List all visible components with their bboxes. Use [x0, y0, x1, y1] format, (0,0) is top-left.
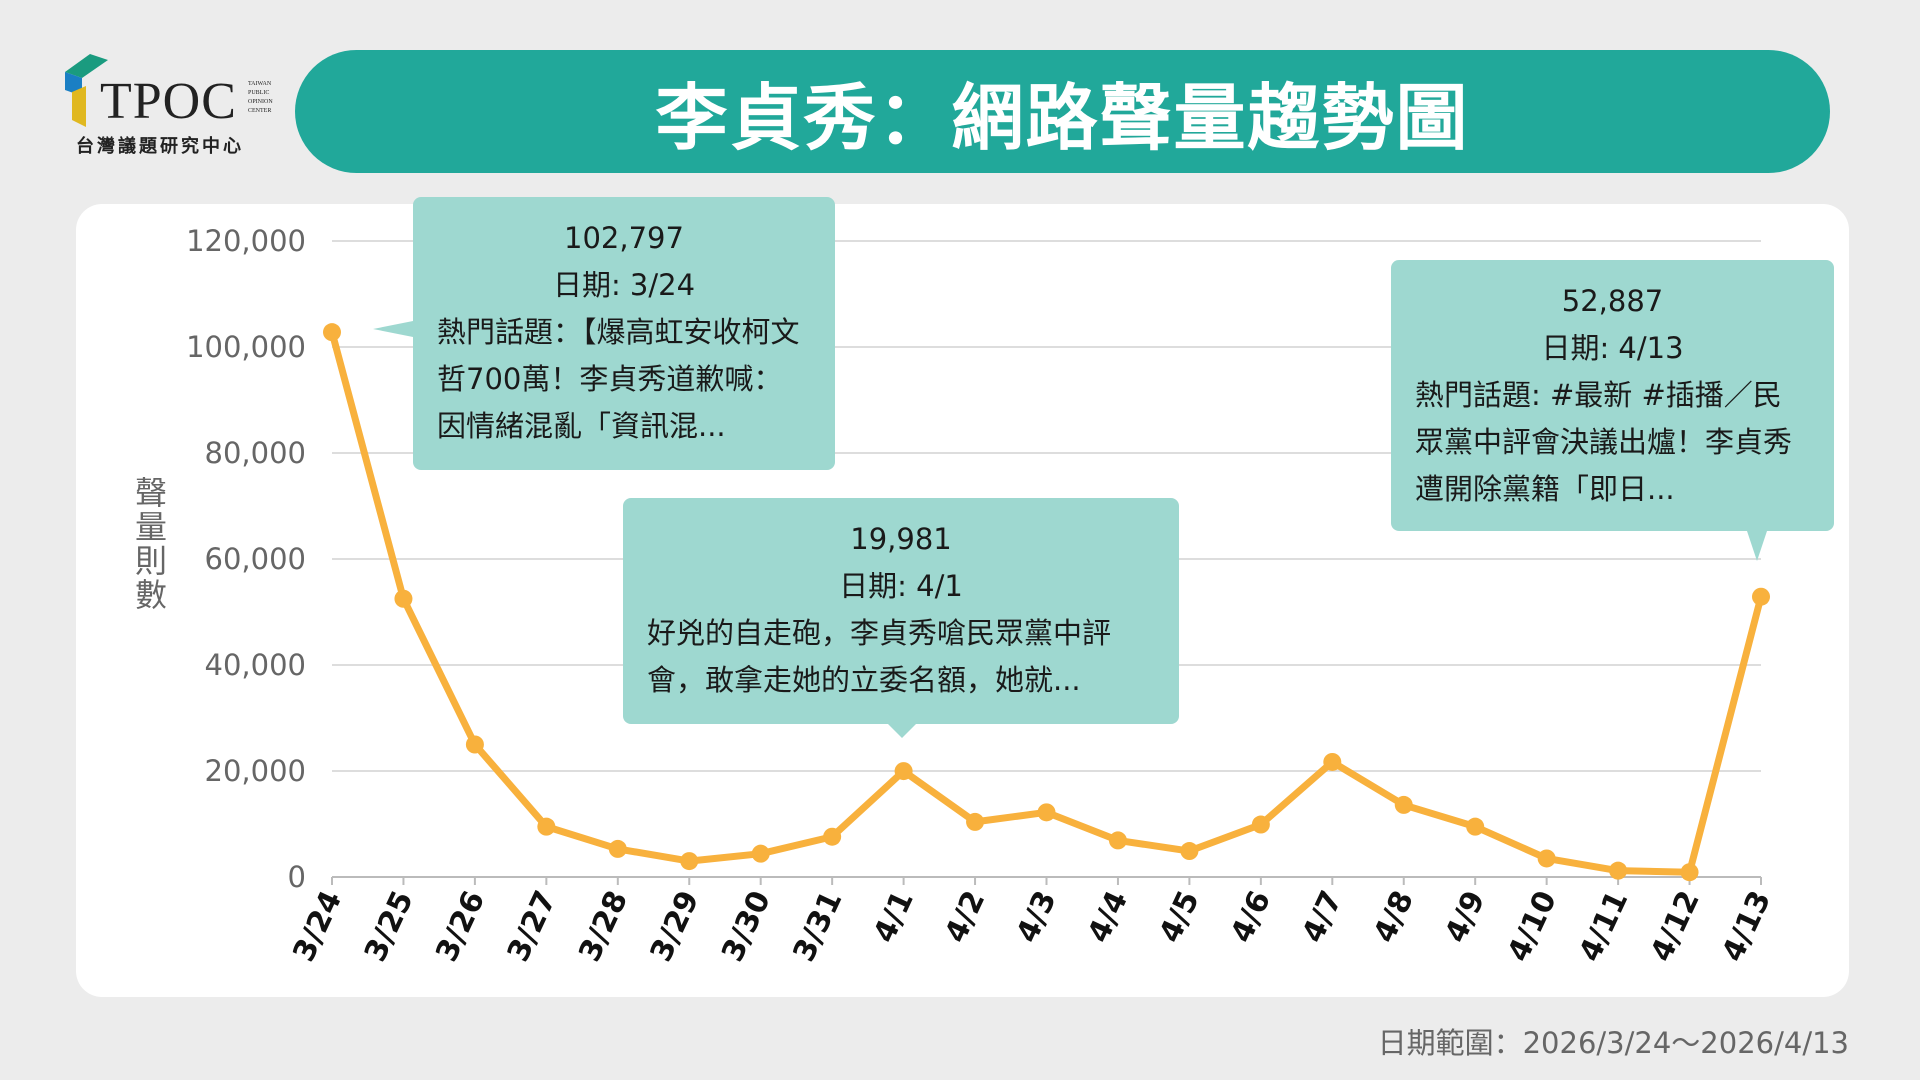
x-tick-label: 4/6	[1224, 886, 1278, 949]
tooltip-date: 日期: 4/1	[839, 569, 963, 603]
data-point	[537, 817, 556, 836]
tooltip-date: 日期: 3/24	[552, 268, 696, 302]
tooltip-peak-4-13: 52,887 日期: 4/13 熱門話題: #最新 #插播／民眾黨中評會決議出爐…	[1391, 260, 1834, 561]
y-tick-label: 80,000	[205, 436, 306, 470]
y-tick-label: 120,000	[186, 224, 306, 258]
x-tick-label: 4/2	[938, 886, 992, 949]
data-point	[680, 852, 699, 871]
data-point	[1466, 817, 1485, 836]
tpoc-logo: TPOC TAIWAN PUBLIC OPINION CENTER 台灣議題研究中心	[60, 52, 290, 157]
y-axis-title: 聲量則數	[134, 474, 167, 614]
x-tick-label: 4/3	[1010, 886, 1064, 949]
tooltip-peak-3-24: 102,797 日期: 3/24 熱門話題：【爆高虹安收柯文哲700萬！李貞秀道…	[373, 197, 835, 470]
x-tick-label: 3/31	[787, 886, 850, 967]
data-point	[323, 323, 341, 342]
data-point	[1251, 815, 1270, 834]
tooltip-date: 日期: 4/13	[1541, 331, 1684, 365]
x-tick-label: 4/11	[1573, 886, 1636, 967]
y-tick-label: 20,000	[205, 754, 306, 788]
x-tick-label: 4/9	[1438, 886, 1492, 949]
data-point	[608, 839, 627, 858]
x-tick-label: 4/5	[1153, 886, 1207, 949]
page-title: 李貞秀：網路聲量趨勢圖	[655, 76, 1470, 160]
data-point	[394, 589, 413, 608]
x-tick-label: 4/4	[1081, 886, 1135, 949]
data-point	[1037, 803, 1056, 822]
data-point	[751, 844, 770, 863]
tooltip-value: 52,887	[1561, 284, 1664, 318]
tooltip-topic: 熱門話題：【爆高虹安收柯文哲700萬！李貞秀道歉喊：因情緒混亂「資訊混...	[437, 315, 800, 443]
y-tick-label: 60,000	[205, 542, 306, 576]
x-tick-label: 3/24	[286, 886, 349, 967]
y-tick-label: 40,000	[205, 648, 306, 682]
data-point	[966, 812, 985, 831]
y-tick-label: 100,000	[186, 330, 306, 364]
date-range: 日期範圍：2026/3/24～2026/4/13	[1377, 1026, 1849, 1060]
y-tick-label: 0	[288, 860, 306, 894]
data-point	[1752, 587, 1770, 606]
x-tick-label: 3/27	[501, 886, 564, 967]
x-tick-label: 3/26	[429, 886, 492, 967]
x-tick-label: 4/7	[1296, 886, 1350, 949]
data-point	[1609, 861, 1628, 880]
x-tick-label: 3/25	[358, 886, 421, 967]
data-point	[823, 827, 842, 846]
data-point	[1323, 752, 1342, 771]
data-point	[1537, 849, 1556, 868]
x-tick-label: 4/12	[1644, 886, 1707, 967]
logo-mark-icon	[65, 54, 108, 127]
tooltip-topic: 熱門話題: #最新 #插播／民眾黨中評會決議出爐！李貞秀遭開除黨籍「即日...	[1415, 378, 1793, 506]
data-point	[1394, 795, 1413, 814]
data-point	[465, 735, 484, 754]
x-tick-label: 3/30	[715, 886, 778, 967]
x-tick-label: 4/13	[1715, 886, 1778, 967]
tooltip-value: 19,981	[850, 522, 952, 556]
x-tick-label: 4/10	[1501, 886, 1564, 967]
tooltip-topic: 好兇的自走砲，李貞秀嗆民眾黨中評會，敢拿走她的立委名額，她就...	[647, 616, 1112, 697]
data-point	[1108, 831, 1127, 850]
x-tick-label: 3/29	[644, 886, 707, 967]
logo-tags: TAIWAN PUBLIC OPINION CENTER	[248, 81, 273, 114]
data-point	[1180, 842, 1199, 861]
title-banner: 李貞秀：網路聲量趨勢圖	[295, 50, 1830, 173]
x-tick-label: 3/28	[572, 886, 635, 967]
data-point	[894, 762, 913, 781]
x-tick-label: 4/1	[867, 886, 921, 949]
data-point	[1680, 863, 1699, 882]
tooltip-value: 102,797	[564, 221, 684, 255]
x-tick-label: 4/8	[1367, 886, 1421, 949]
tooltip-peak-4-1: 19,981 日期: 4/1 好兇的自走砲，李貞秀嗆民眾黨中評會，敢拿走她的立委…	[623, 498, 1179, 738]
